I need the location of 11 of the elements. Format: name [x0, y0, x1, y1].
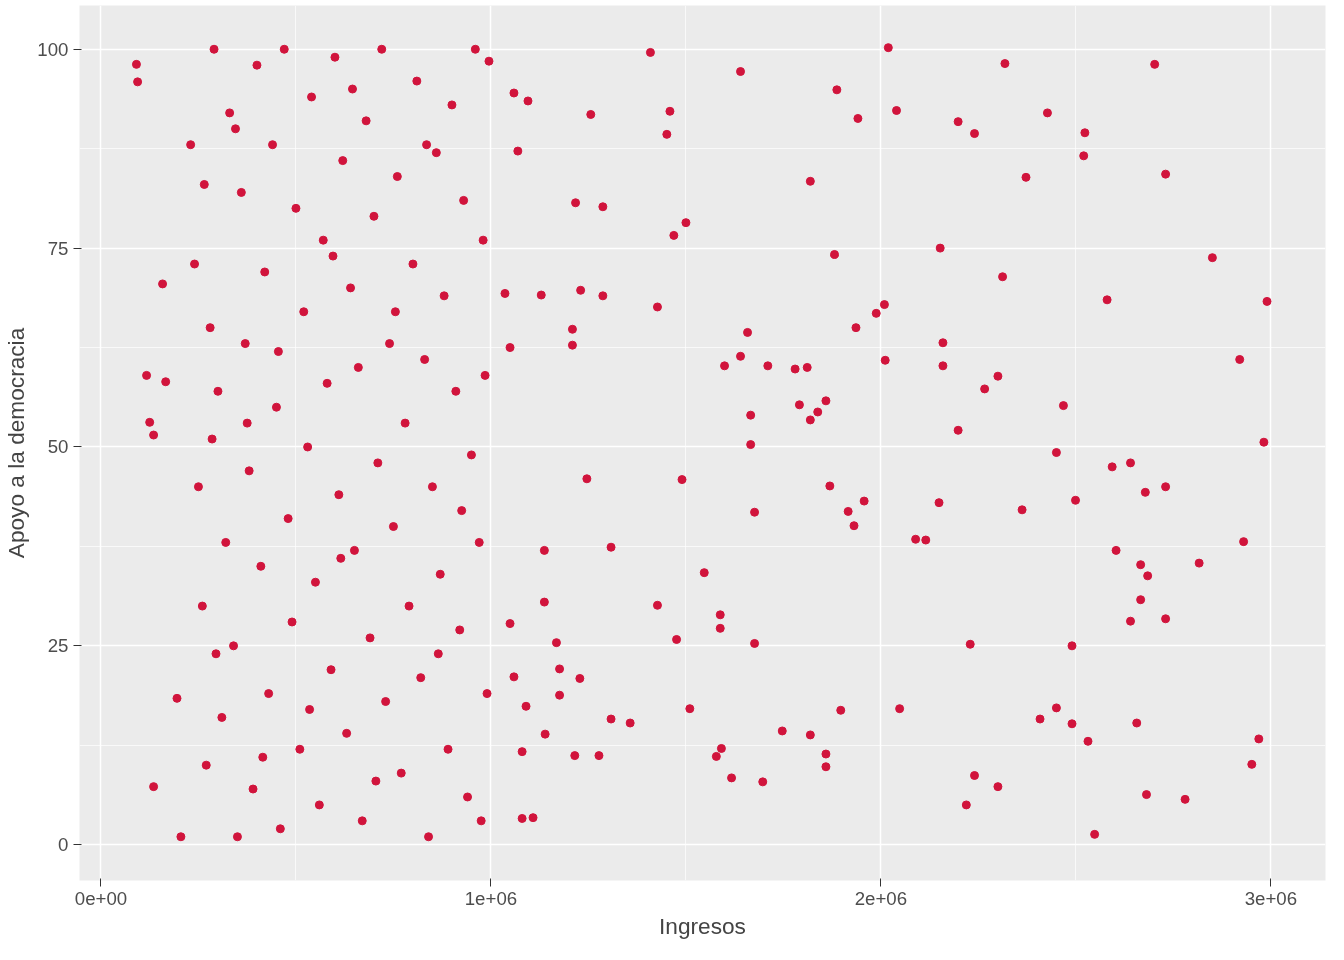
y-tick-label: 50 [47, 436, 69, 458]
x-tick-label: 3e+06 [1244, 887, 1298, 909]
y-axis-title: Apoyo a la democracia [3, 327, 30, 559]
x-axis-title: Ingresos [659, 912, 746, 939]
y-tick-label: 100 [37, 38, 69, 60]
y-tick-label: 25 [47, 635, 69, 657]
x-tick-label: 1e+06 [464, 887, 518, 909]
x-tick-label: 2e+06 [854, 887, 908, 909]
x-tick-label: 0e+00 [74, 887, 128, 909]
y-tick-label: 0 [58, 834, 69, 856]
y-tick-label: 75 [47, 237, 69, 259]
